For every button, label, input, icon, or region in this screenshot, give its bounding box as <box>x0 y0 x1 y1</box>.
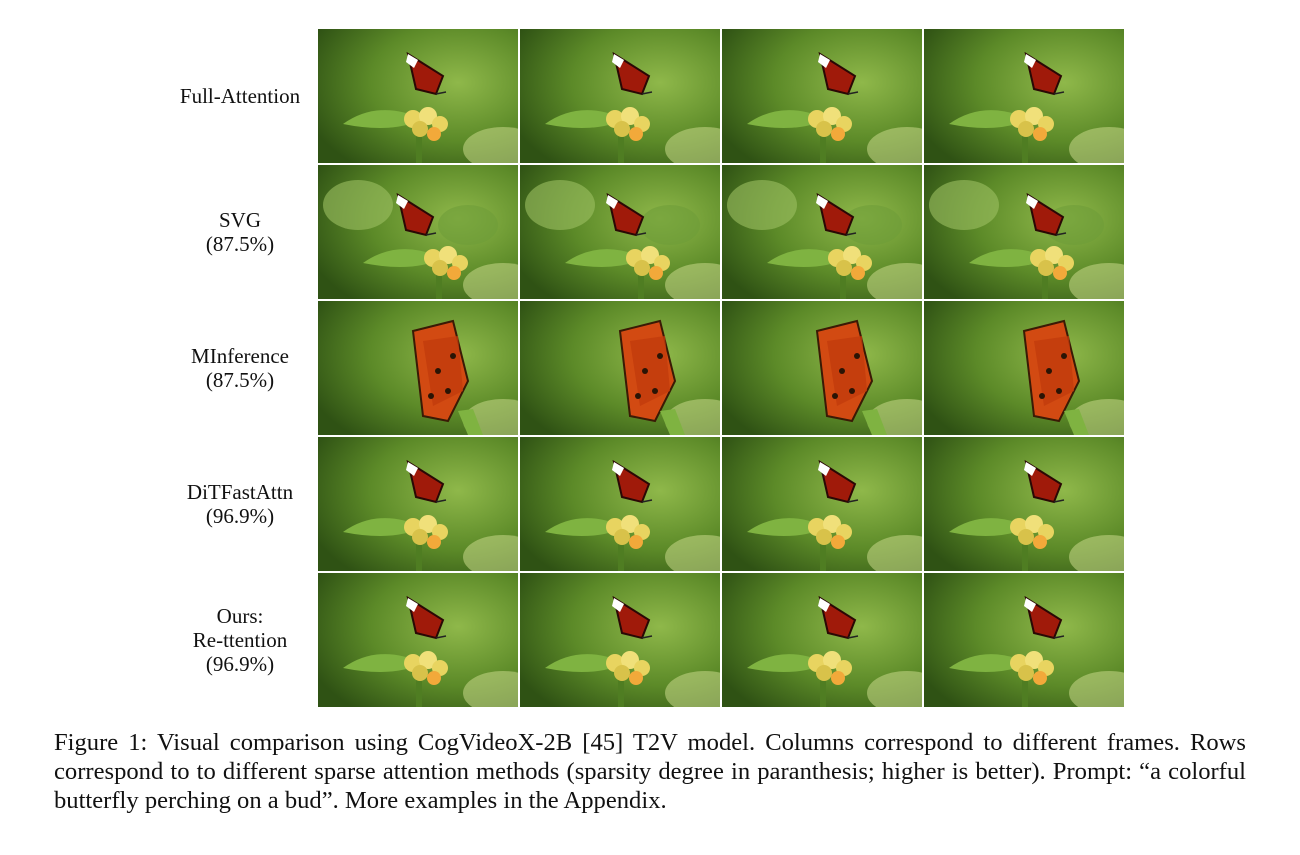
video-frame <box>520 165 720 299</box>
video-frame <box>318 573 518 707</box>
row-label-line: SVG <box>218 208 261 232</box>
row-label-line: (96.9%) <box>205 504 275 528</box>
row-label-line: (87.5%) <box>205 232 275 256</box>
video-frame <box>520 29 720 163</box>
video-frame <box>924 301 1124 435</box>
video-frame <box>722 437 922 571</box>
row-label-line: Re-ttention <box>192 628 288 652</box>
video-frame <box>722 29 922 163</box>
row-label: SVG (87.5%) <box>150 208 330 256</box>
row-label-line: (96.9%) <box>205 652 275 676</box>
row-label-line: Ours: <box>216 604 264 628</box>
row-label-line: MInference <box>191 344 289 368</box>
video-frame <box>318 29 518 163</box>
video-frame <box>520 573 720 707</box>
row-label: MInference (87.5%) <box>150 344 330 392</box>
video-frame <box>318 437 518 571</box>
video-frame <box>924 437 1124 571</box>
row-label-line: Full-Attention <box>179 84 301 108</box>
video-frame <box>924 165 1124 299</box>
row-label-line: DiTFastAttn <box>186 480 294 504</box>
video-frame <box>520 301 720 435</box>
video-frame <box>318 301 518 435</box>
video-frame <box>722 301 922 435</box>
figure-caption: Figure 1: Visual comparison using CogVid… <box>54 729 1246 814</box>
row-label: Full-Attention <box>150 84 330 108</box>
video-frame <box>318 165 518 299</box>
row-label: Ours: Re-ttention (96.9%) <box>150 604 330 676</box>
video-frame <box>924 573 1124 707</box>
row-label-line: (87.5%) <box>205 368 275 392</box>
video-frame <box>520 437 720 571</box>
row-label: DiTFastAttn (96.9%) <box>150 480 330 528</box>
video-frame <box>722 573 922 707</box>
video-frame <box>722 165 922 299</box>
video-frame <box>924 29 1124 163</box>
